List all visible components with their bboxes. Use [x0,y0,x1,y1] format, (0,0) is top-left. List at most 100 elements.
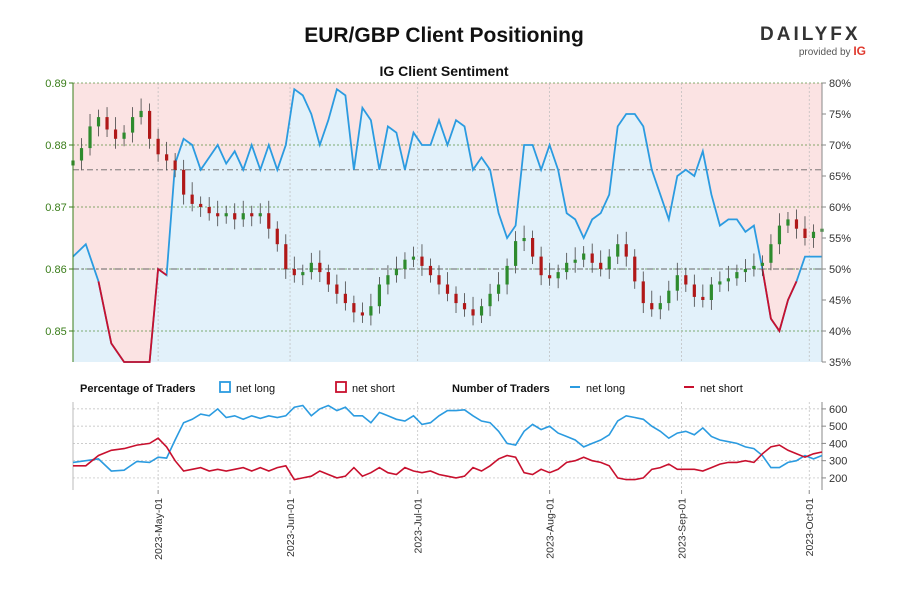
chart-subtitle: IG Client Sentiment [379,63,509,79]
net-short-line [761,268,798,334]
candle-body [556,272,560,279]
candle-body [437,275,441,285]
candle-body [377,284,382,307]
price-tick-label: 0.86 [45,264,66,276]
candle-body [445,284,450,294]
candle-body [471,309,475,316]
candle-body [513,241,518,266]
pct-tick-label: 75% [829,109,851,121]
candle-body [309,262,313,273]
dailyfx-logo[interactable]: DAILYFX provided by IG [760,24,870,58]
legend-num-short-label: net short [700,383,743,395]
pct-tick-label: 80% [829,78,851,90]
logo-brand-text: DAILYFX [760,24,861,45]
pct-tick-label: 60% [829,202,851,214]
candle-body [760,262,765,266]
candle-body [241,213,245,220]
candle-body [148,110,152,139]
candle-body [701,296,705,300]
candle-body [735,272,739,279]
candle-body [369,306,373,316]
candle-body [326,272,330,285]
count-tick-label: 300 [829,456,847,468]
candle-body [692,284,696,297]
candle-body [794,219,799,229]
logo-provided-by: provided by IG [760,44,870,58]
candle-body [386,275,390,285]
candle-body [267,213,271,229]
candle-body [360,312,364,316]
legend-num-long-label: net long [586,383,625,395]
candle-body [343,293,347,304]
candle-body [488,293,492,307]
candle-body [301,272,305,276]
candle-body [250,213,254,217]
candle-body [156,138,160,155]
pct-tick-label: 40% [829,326,851,338]
net-long-area [73,89,822,362]
pct-tick-label: 55% [829,233,851,245]
candle-body [224,213,228,217]
candle-body [318,262,322,273]
candle-body [479,306,484,316]
price-tick-label: 0.85 [45,326,66,338]
net-short-area [73,83,822,362]
net-short-line [97,267,168,363]
count-net-long-line [72,404,823,472]
candle-body [173,160,177,170]
candle-body [403,259,407,269]
candle-body [675,275,679,291]
date-tick-label: 2023-May-01 [153,498,165,560]
date-tick-label: 2023-Oct-01 [804,498,816,557]
candle-body [616,244,620,257]
candle-body [113,129,118,139]
candle-body [275,228,279,245]
candle-body [105,117,109,130]
legend: Percentage of Traders net long net short… [80,381,743,395]
candle-body [207,207,211,214]
candle-body [165,154,169,161]
candle-body [803,228,807,238]
candle-body [428,265,433,276]
candle-body [726,278,730,282]
pct-tick-label: 45% [829,295,851,307]
candle-body [650,303,654,310]
candle-body [420,256,424,266]
candle-body [777,225,782,245]
candle-body [182,169,186,195]
candle-body [352,303,356,313]
candle-body [624,244,628,257]
candle-body [752,265,756,269]
date-tick-label: 2023-Jun-01 [285,498,297,557]
candle-body [743,269,747,273]
count-net-short-line [73,437,823,481]
chart-title: EUR/GBP Client Positioning [304,24,584,47]
net-long-line [72,87,822,363]
candle-body [599,262,603,269]
logo-brand: DAILYFX [760,24,870,46]
count-tick-label: 500 [829,421,847,433]
candle-body [582,253,586,260]
candle-body [786,219,790,226]
candle-body [96,117,101,127]
candle-body [79,148,84,161]
date-tick-label: 2023-Aug-01 [545,498,557,559]
candle-body [462,303,467,310]
candle-body [335,284,339,294]
price-sentiment-panel: 0.85 0.86 0.87 0.88 0.89 35% 40% 45% 50% 55% 60% 65… [45,78,851,369]
candle-body [590,253,594,263]
count-tick-label: 600 [829,404,847,416]
date-tick-label: 2023-Jul-01 [413,498,425,554]
count-tick-label: 400 [829,438,847,450]
trader-count-panel: 200 300 400 500 600 [72,402,847,490]
price-tick-label: 0.88 [45,140,66,152]
candle-body [684,275,688,285]
candle-body [411,256,416,260]
candle-body [548,275,552,279]
pct-tick-label: 70% [829,140,851,152]
date-tick-label: 2023-Sep-01 [677,498,689,559]
candle-body [531,238,535,257]
candle-body [539,256,543,276]
candle-body [505,265,509,285]
